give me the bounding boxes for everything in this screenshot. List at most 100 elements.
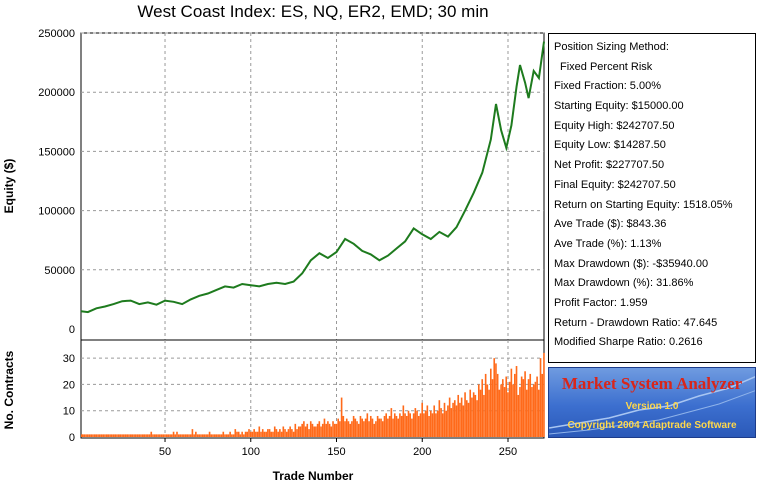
contracts-bar bbox=[520, 376, 523, 437]
contracts-bar bbox=[133, 434, 135, 437]
contracts-bar bbox=[472, 392, 475, 437]
contracts-bar bbox=[85, 434, 87, 437]
contracts-bar bbox=[392, 418, 394, 437]
equity-tick-label: 100000 bbox=[38, 206, 75, 218]
contracts-bar bbox=[136, 434, 139, 437]
contracts-bar bbox=[304, 426, 307, 437]
stat-max-drawdown-percent: Max Drawdown (%): 31.86% bbox=[554, 277, 694, 290]
contracts-bar bbox=[500, 384, 502, 437]
contracts-bar bbox=[273, 426, 276, 437]
contracts-bar bbox=[246, 431, 249, 437]
x-tick-label: 50 bbox=[159, 446, 171, 458]
contracts-bar bbox=[345, 418, 348, 437]
contracts-bar bbox=[183, 434, 185, 437]
contracts-bar bbox=[159, 434, 161, 437]
contracts-bar bbox=[138, 434, 141, 437]
contracts-bar bbox=[308, 429, 310, 437]
contracts-bar bbox=[397, 418, 400, 437]
contracts-bar bbox=[465, 400, 468, 437]
contracts-bar bbox=[124, 434, 127, 437]
contracts-bar bbox=[376, 415, 379, 437]
contracts-bar bbox=[399, 413, 401, 437]
contracts-bar bbox=[301, 423, 303, 437]
contracts-bar bbox=[147, 434, 149, 437]
contracts-bar bbox=[469, 389, 472, 437]
contracts-tick-label: 30 bbox=[63, 353, 75, 365]
contracts-bar bbox=[429, 410, 432, 437]
contracts-bar bbox=[395, 415, 398, 437]
contracts-bar bbox=[321, 423, 324, 437]
contracts-bar bbox=[268, 429, 271, 437]
contracts-bar bbox=[402, 405, 405, 437]
contracts-bar bbox=[116, 434, 118, 437]
contracts-bar bbox=[342, 415, 345, 437]
contracts-bar bbox=[105, 434, 108, 437]
contracts-bar bbox=[306, 423, 309, 437]
contracts-bar bbox=[447, 405, 449, 437]
contracts-bar bbox=[83, 434, 86, 437]
contracts-bar bbox=[340, 397, 343, 437]
contracts-bar bbox=[165, 434, 168, 437]
contracts-bar bbox=[488, 389, 490, 437]
contracts-bar bbox=[460, 397, 463, 437]
contracts-tick-label: 10 bbox=[63, 406, 75, 418]
contracts-bar bbox=[524, 371, 526, 437]
contracts-bar bbox=[462, 405, 465, 437]
contracts-bar bbox=[428, 415, 430, 437]
contracts-bar bbox=[215, 434, 218, 437]
contracts-bar bbox=[195, 431, 197, 437]
contracts-bar bbox=[496, 373, 499, 437]
contracts-bar bbox=[296, 429, 298, 437]
contracts-bar bbox=[505, 376, 508, 437]
contracts-bar bbox=[390, 408, 393, 437]
contracts-bar bbox=[433, 405, 436, 437]
contracts-bar bbox=[330, 426, 333, 437]
contracts-bar bbox=[445, 410, 448, 437]
contracts-bar bbox=[260, 431, 262, 437]
contracts-bar bbox=[294, 423, 297, 437]
contracts-bar bbox=[225, 434, 228, 437]
contracts-bar bbox=[109, 434, 111, 437]
contracts-bar bbox=[140, 434, 142, 437]
contracts-bar bbox=[219, 434, 221, 437]
contracts-bar bbox=[102, 434, 105, 437]
contracts-bar bbox=[227, 434, 230, 437]
stat-max-drawdown-dollars: Max Drawdown ($): -$35940.00 bbox=[554, 257, 709, 270]
equity-plot-area bbox=[80, 32, 545, 341]
equity-tick-label: 200000 bbox=[38, 87, 75, 99]
contracts-bar bbox=[493, 358, 496, 437]
contracts-bar bbox=[95, 434, 98, 437]
contracts-bar bbox=[231, 434, 233, 437]
contracts-bar bbox=[167, 434, 170, 437]
contracts-bar bbox=[404, 413, 406, 437]
contracts-bar bbox=[205, 434, 207, 437]
contracts-bar bbox=[119, 434, 122, 437]
contracts-bar bbox=[383, 415, 386, 437]
contracts-bar bbox=[117, 434, 120, 437]
contracts-y-ticks: 0 10 20 30 bbox=[63, 353, 75, 444]
equity-y-ticks: 0 50000 100000 150000 200000 250000 bbox=[38, 28, 75, 336]
contracts-bars bbox=[81, 352, 545, 437]
contracts-bar bbox=[318, 421, 321, 437]
contracts-bar bbox=[282, 426, 285, 437]
contracts-bar bbox=[373, 423, 375, 437]
contracts-bar bbox=[440, 408, 442, 437]
contracts-tick-label: 0 bbox=[69, 432, 75, 444]
contracts-bar bbox=[359, 415, 362, 437]
contracts-bar bbox=[357, 423, 360, 437]
contracts-bar bbox=[424, 410, 427, 437]
contracts-bar bbox=[527, 379, 530, 437]
contracts-bar bbox=[292, 431, 295, 437]
logo-title: Market System Analyzer bbox=[561, 374, 743, 393]
contracts-bar bbox=[327, 421, 329, 437]
contracts-bar bbox=[189, 434, 192, 437]
contracts-bar bbox=[337, 418, 339, 437]
contracts-bar bbox=[513, 373, 516, 437]
contracts-bar bbox=[455, 405, 458, 437]
contracts-bar bbox=[512, 384, 514, 437]
contracts-bar bbox=[135, 434, 137, 437]
contracts-panel: 0 10 20 30 No. Contracts bbox=[2, 339, 545, 444]
contracts-bar bbox=[453, 400, 456, 437]
contracts-bar bbox=[220, 434, 223, 437]
